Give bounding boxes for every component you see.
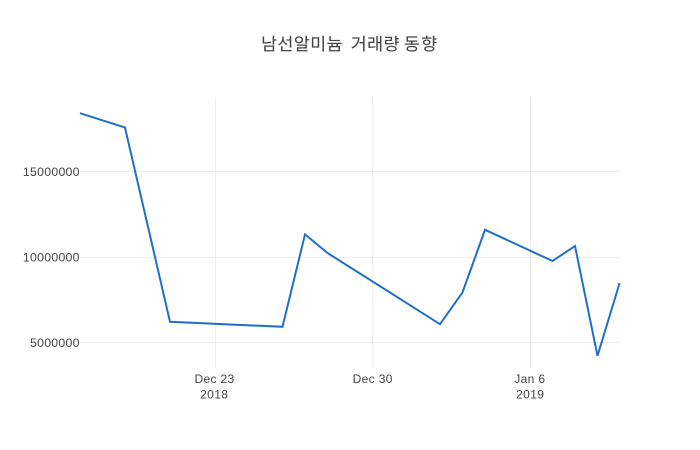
svg-text:2018: 2018 [200, 388, 228, 402]
svg-text:Dec 23: Dec 23 [194, 372, 234, 386]
svg-text:5000000: 5000000 [30, 336, 80, 350]
svg-text:10000000: 10000000 [23, 250, 80, 264]
svg-text:Jan 6: Jan 6 [514, 372, 545, 386]
svg-text:Dec 30: Dec 30 [353, 372, 393, 386]
svg-text:2019: 2019 [516, 388, 544, 402]
svg-text:15000000: 15000000 [23, 165, 80, 179]
